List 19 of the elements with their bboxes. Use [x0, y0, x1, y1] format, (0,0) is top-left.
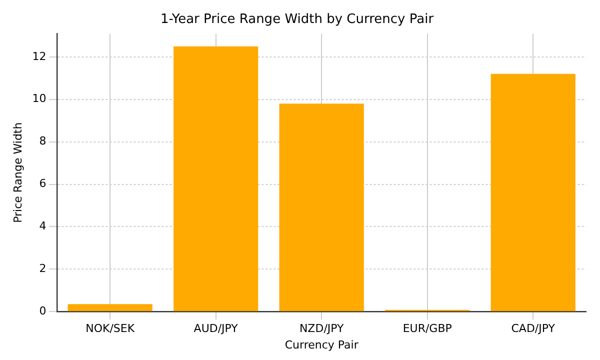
x-tick-label: NOK/SEK [86, 322, 136, 336]
y-tick-label: 6 [39, 177, 46, 190]
x-tick-label: NZD/JPY [299, 322, 344, 336]
y-tick-label: 2 [39, 262, 46, 276]
y-tick-label: 8 [39, 134, 46, 148]
bar [279, 104, 364, 312]
y-tick-label: 10 [32, 92, 46, 106]
y-tick-label: 0 [39, 304, 46, 318]
bar [490, 74, 576, 312]
y-tick-label: 12 [32, 50, 46, 63]
y-tick-label: 4 [39, 220, 46, 233]
x-tick-label: AUD/JPY [194, 322, 238, 336]
bar [174, 46, 258, 312]
bar [68, 304, 152, 312]
y-axis-title: Price Range Width [11, 122, 24, 223]
x-tick-label: EUR/GBP [402, 322, 452, 336]
x-axis-title: Currency Pair [284, 338, 359, 352]
x-tick-label: CAD/JPY [511, 322, 556, 336]
chart-title: 1-Year Price Range Width by Currency Pair [160, 12, 434, 28]
